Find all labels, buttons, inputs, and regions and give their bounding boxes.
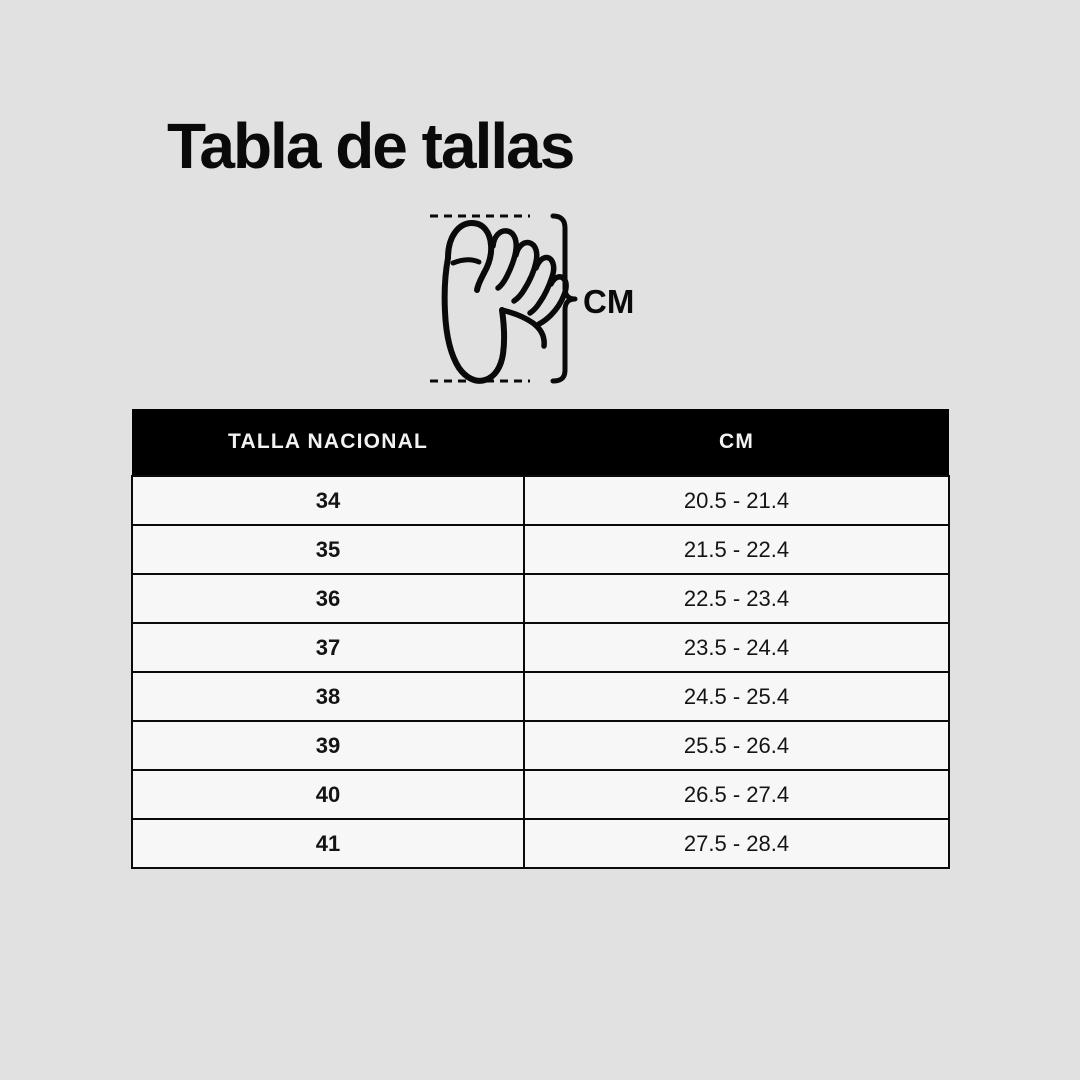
size-chart-table: TALLA NACIONAL CM 34 20.5 - 21.4 35 21.5…: [131, 409, 950, 869]
table-row: 38 24.5 - 25.4: [131, 671, 950, 722]
cell-cm: 23.5 - 24.4: [523, 622, 950, 673]
footprint-outline-icon: [441, 220, 569, 384]
table-header: TALLA NACIONAL CM: [132, 409, 949, 476]
cell-size: 36: [131, 573, 525, 624]
cell-size: 38: [131, 671, 525, 722]
cell-cm: 27.5 - 28.4: [523, 818, 950, 869]
table-header-row: TALLA NACIONAL CM: [132, 409, 949, 476]
column-header-talla-nacional: TALLA NACIONAL: [132, 409, 524, 476]
cell-cm: 24.5 - 25.4: [523, 671, 950, 722]
page-title: Tabla de tallas: [167, 110, 575, 182]
table-row: 36 22.5 - 23.4: [131, 573, 950, 624]
cell-cm: 22.5 - 23.4: [523, 573, 950, 624]
cell-size: 37: [131, 622, 525, 673]
diagram-cm-label: CM: [583, 283, 635, 320]
cell-cm: 25.5 - 26.4: [523, 720, 950, 771]
cell-cm: 20.5 - 21.4: [523, 475, 950, 526]
foot-measure-diagram: CM: [415, 200, 675, 400]
cell-size: 39: [131, 720, 525, 771]
table-row: 39 25.5 - 26.4: [131, 720, 950, 771]
curly-brace-icon: [550, 213, 578, 384]
column-header-cm: CM: [524, 409, 949, 476]
cell-size: 35: [131, 524, 525, 575]
table-row: 37 23.5 - 24.4: [131, 622, 950, 673]
table-body: 34 20.5 - 21.4 35 21.5 - 22.4 36 22.5 - …: [131, 475, 950, 869]
cell-cm: 26.5 - 27.4: [523, 769, 950, 820]
cell-size: 40: [131, 769, 525, 820]
table-row: 41 27.5 - 28.4: [131, 818, 950, 869]
table-row: 40 26.5 - 27.4: [131, 769, 950, 820]
cell-size: 41: [131, 818, 525, 869]
table-row: 34 20.5 - 21.4: [131, 475, 950, 526]
foot-measure-illustration: [430, 213, 578, 384]
cell-cm: 21.5 - 22.4: [523, 524, 950, 575]
table-row: 35 21.5 - 22.4: [131, 524, 950, 575]
cell-size: 34: [131, 475, 525, 526]
